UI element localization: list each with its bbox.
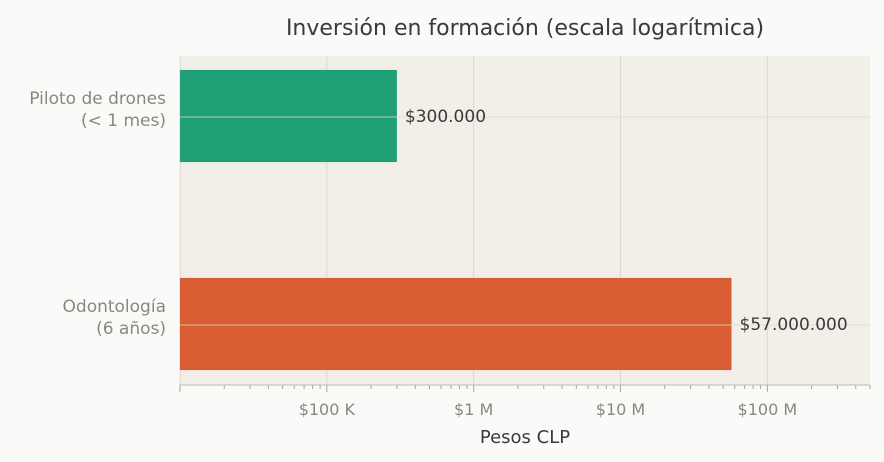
x-axis-label: Pesos CLP (480, 427, 570, 448)
x-tick-label: $100 M (738, 400, 798, 419)
horizontal-grid-lines (180, 116, 870, 326)
y-category-label: Odontología (63, 297, 166, 317)
value-labels: $300.000 $57.000.000 (405, 107, 848, 335)
bar-value-label: $300.000 (405, 107, 486, 127)
chart-title: Inversión en formación (escala logarítmi… (286, 16, 764, 41)
y-category-label: (6 años) (96, 319, 166, 339)
bar-value-label: $57.000.000 (740, 315, 848, 335)
bar (180, 69, 397, 163)
minor-ticks (179, 385, 871, 392)
x-tick-label: $10 M (596, 400, 645, 419)
y-category-label: Piloto de drones (29, 89, 166, 109)
x-tick-label: $1 M (454, 400, 493, 419)
y-category-labels: Piloto de drones(< 1 mes) Odontología(6 a… (29, 89, 166, 339)
bar (180, 277, 732, 371)
y-category-label: (< 1 mes) (81, 111, 166, 131)
x-ticks: $100 K $1 M $10 M $100 M (299, 400, 797, 419)
bars (180, 69, 732, 371)
x-tick-label: $100 K (299, 400, 356, 419)
